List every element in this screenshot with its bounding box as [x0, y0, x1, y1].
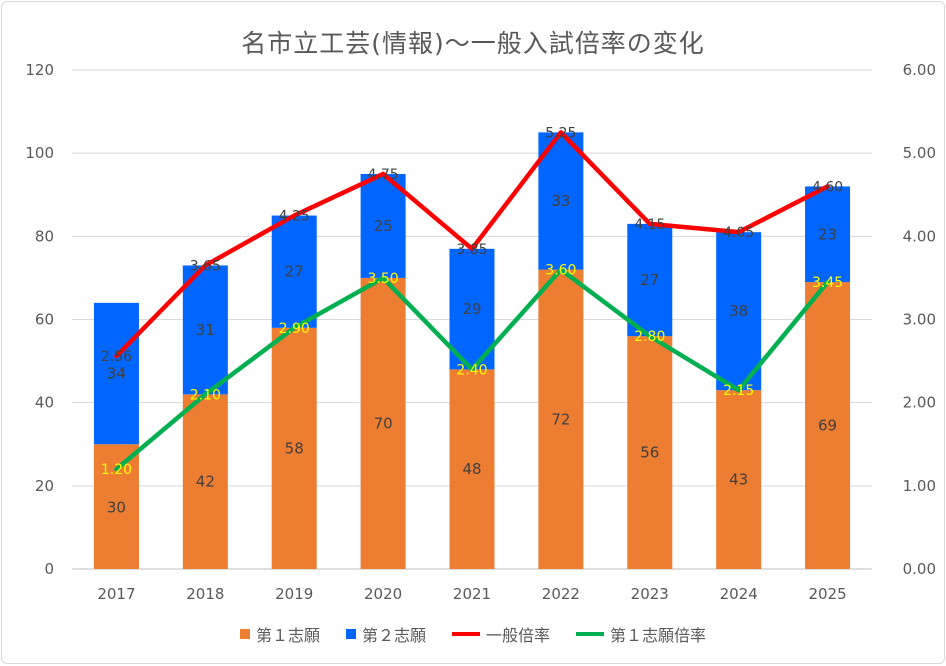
- legend-swatch-first-choice: [239, 629, 250, 639]
- legend-label-second-choice: 第２志願: [361, 626, 426, 645]
- chart-title: 名市立工芸(情報)～一般入試倍率の変化: [241, 29, 705, 58]
- chart-legend: 第１志願 第２志願 一般倍率 第１志願倍率: [2, 622, 944, 646]
- y-left-tick-label: 0: [44, 560, 54, 578]
- data-label-second-choice: 27: [285, 263, 304, 281]
- y-right-tick-label: 0.00: [903, 560, 936, 578]
- data-label-first-choice-rate: 2.90: [279, 321, 310, 337]
- data-label-first-choice: 69: [818, 417, 837, 435]
- data-label-general-rate: 2.56: [101, 349, 132, 365]
- legend-label-first-choice: 第１志願: [255, 626, 320, 645]
- data-label-second-choice: 31: [196, 321, 215, 339]
- data-label-general-rate: 4.75: [368, 167, 399, 183]
- data-label-general-rate: 3.85: [456, 242, 487, 258]
- data-label-general-rate: 5.25: [545, 125, 576, 141]
- y-right-tick-label: 6.00: [903, 61, 936, 79]
- y-left-tick-label: 20: [35, 477, 54, 495]
- legend-item-second-choice[interactable]: 第２志願: [345, 622, 426, 646]
- bar-first-choice: [449, 369, 495, 569]
- x-tick-label: 2023: [631, 585, 669, 603]
- bar-second-choice: [716, 232, 762, 391]
- y-left-tick-label: 60: [35, 311, 54, 329]
- bar-second-choice: [805, 186, 851, 283]
- data-label-second-choice: 27: [640, 271, 659, 289]
- y-left-tick-label: 100: [25, 144, 54, 162]
- bar-second-choice: [93, 302, 139, 445]
- data-label-first-choice: 43: [729, 471, 748, 489]
- data-label-first-choice-rate: 2.10: [190, 387, 221, 403]
- legend-swatch-first-choice-rate: [576, 632, 605, 636]
- data-label-first-choice: 30: [107, 498, 126, 516]
- bar-first-choice: [805, 282, 851, 569]
- x-tick-label: 2024: [720, 585, 758, 603]
- data-label-second-choice: 29: [462, 300, 481, 318]
- line-first-choice-rate: [114, 267, 830, 472]
- x-tick-label: 2022: [542, 585, 580, 603]
- legend-swatch-second-choice: [345, 629, 356, 639]
- data-label-first-choice-rate: 2.15: [723, 383, 754, 399]
- legend-label-first-choice-rate: 第１志願倍率: [610, 626, 707, 645]
- data-label-first-choice: 42: [196, 473, 215, 491]
- x-tick-label: 2018: [186, 585, 224, 603]
- legend-swatch-general-rate: [452, 632, 480, 636]
- bar-first-choice: [182, 394, 228, 569]
- y-left-tick-label: 80: [35, 227, 54, 245]
- x-tick-label: 2025: [808, 585, 846, 603]
- bar-first-choice: [271, 327, 317, 569]
- data-label-first-choice-rate: 2.40: [456, 362, 487, 378]
- data-label-general-rate: 4.25: [279, 209, 310, 225]
- bar-first-choice: [360, 277, 406, 569]
- data-label-first-choice-rate: 1.20: [101, 462, 132, 478]
- bar-first-choice: [538, 269, 584, 569]
- bar-second-choice: [271, 215, 317, 328]
- data-label-general-rate: 4.05: [723, 225, 754, 241]
- x-tick-label: 2019: [275, 585, 313, 603]
- data-label-second-choice: 34: [107, 365, 126, 383]
- bar-first-choice: [93, 444, 139, 569]
- x-tick-label: 2021: [453, 585, 491, 603]
- x-tick-label: 2020: [364, 585, 402, 603]
- y-right-tick-label: 2.00: [903, 394, 936, 412]
- data-label-general-rate: 3.65: [190, 258, 221, 274]
- y-right-tick-label: 5.00: [903, 144, 936, 162]
- bar-second-choice: [182, 265, 228, 395]
- y-right-tick-label: 3.00: [903, 311, 936, 329]
- data-label-first-choice: 70: [374, 414, 393, 432]
- data-label-second-choice: 33: [551, 192, 570, 210]
- y-right-tick-label: 1.00: [903, 477, 936, 495]
- data-label-first-choice: 56: [640, 444, 659, 462]
- data-label-first-choice-rate: 3.60: [545, 263, 576, 279]
- data-label-first-choice-rate: 3.45: [812, 275, 843, 291]
- y-left-tick-label: 120: [25, 61, 54, 79]
- data-label-second-choice: 23: [818, 225, 837, 243]
- data-label-second-choice: 25: [374, 217, 393, 235]
- x-tick-label: 2017: [97, 585, 135, 603]
- data-label-first-choice: 58: [285, 439, 304, 457]
- legend-item-first-choice-rate[interactable]: 第１志願倍率: [576, 622, 706, 646]
- bar-first-choice: [627, 336, 673, 569]
- line-general-rate: [114, 130, 830, 359]
- legend-item-first-choice[interactable]: 第１志願: [239, 622, 320, 646]
- data-label-first-choice: 72: [551, 410, 570, 428]
- bar-second-choice: [627, 223, 673, 337]
- y-left-tick-label: 40: [35, 394, 54, 412]
- data-label-first-choice-rate: 2.80: [634, 329, 665, 345]
- y-right-tick-label: 4.00: [903, 227, 936, 245]
- data-label-first-choice: 48: [462, 460, 481, 478]
- data-label-first-choice-rate: 3.50: [368, 271, 399, 287]
- bar-second-choice: [360, 173, 406, 278]
- bar-first-choice: [716, 390, 762, 569]
- data-label-second-choice: 38: [729, 302, 748, 320]
- legend-item-general-rate[interactable]: 一般倍率: [452, 622, 550, 646]
- data-label-general-rate: 4.15: [634, 217, 665, 233]
- data-label-general-rate: 4.60: [812, 179, 843, 195]
- legend-label-general-rate: 一般倍率: [486, 626, 551, 645]
